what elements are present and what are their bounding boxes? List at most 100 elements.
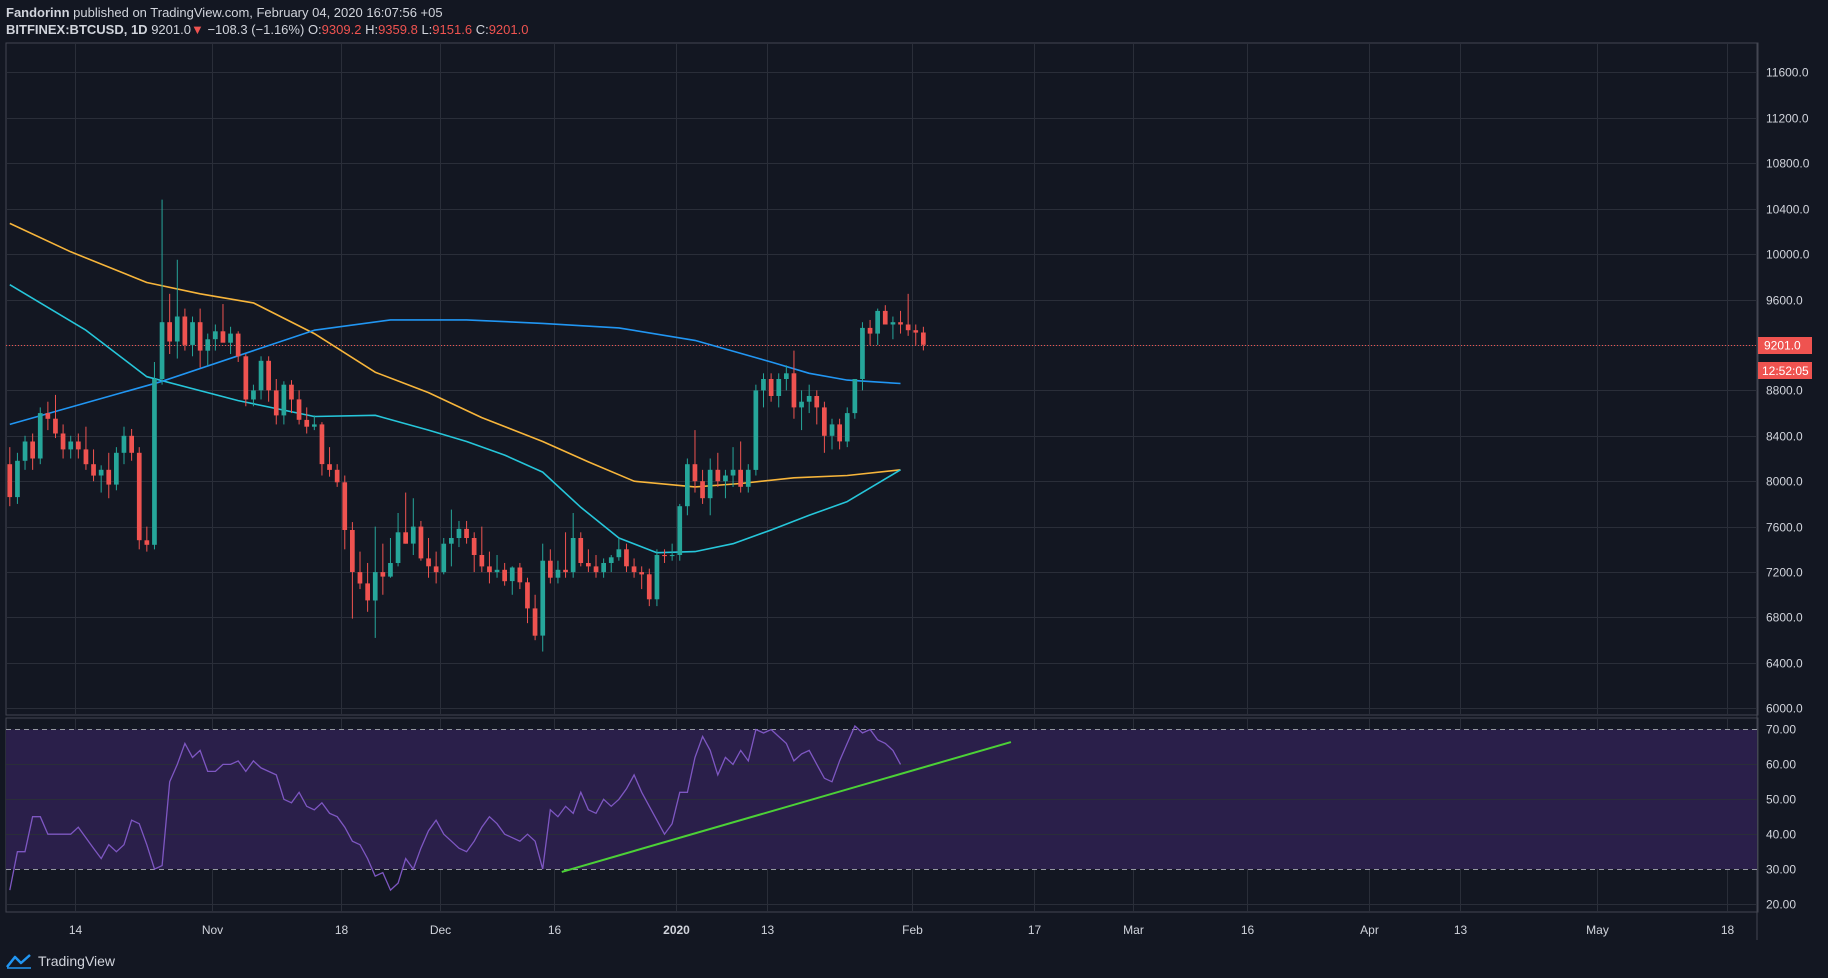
candle — [593, 555, 599, 578]
candle-body — [395, 532, 401, 563]
candle — [814, 390, 820, 425]
candle-body — [83, 449, 89, 465]
symbol-line: BITFINEX:BTCUSD, 1D 9201.0▼ −108.3 (−1.1… — [6, 21, 528, 38]
price-tick-label: 10800.0 — [1766, 157, 1810, 171]
candle-body — [707, 469, 713, 499]
candles[interactable] — [7, 199, 926, 652]
x-tick-label: 2020 — [663, 923, 690, 937]
candle-body — [487, 566, 492, 573]
price-tick-label: 7200.0 — [1766, 566, 1803, 580]
candle — [730, 447, 736, 487]
tradingview-brand[interactable]: TradingView — [6, 950, 115, 972]
candle — [548, 549, 553, 584]
candle — [433, 551, 439, 584]
publish-line: Fandorinn published on TradingView.com, … — [6, 4, 528, 21]
candle-body — [685, 464, 690, 507]
candle-body — [563, 569, 568, 573]
rsi-tick-label: 20.00 — [1766, 898, 1796, 912]
candle — [875, 308, 880, 345]
candle — [197, 308, 203, 368]
candle-body — [441, 543, 447, 573]
candle — [129, 428, 134, 461]
published-text: published on TradingView.com, February 0… — [73, 5, 443, 20]
ma-cyan-line — [9, 284, 901, 554]
candle-body — [692, 464, 698, 482]
candle — [53, 394, 58, 439]
price-tick-label: 6800.0 — [1766, 611, 1803, 625]
candle-body — [921, 332, 926, 345]
candle — [273, 379, 279, 425]
candle — [243, 354, 249, 407]
candle — [395, 513, 401, 567]
candle-body — [814, 396, 820, 408]
rsi-indicator — [9, 724, 1012, 892]
candle — [251, 384, 256, 407]
price-tick-label: 6400.0 — [1766, 657, 1803, 671]
candle — [228, 326, 233, 355]
candle-body — [555, 569, 561, 578]
candle-body — [791, 373, 797, 408]
candle-body — [251, 390, 256, 400]
change-down-icon: ▼ — [190, 22, 204, 37]
symbol-name[interactable]: BITFINEX:BTCUSD, 1D — [6, 22, 148, 37]
candle — [570, 513, 576, 578]
price-tick-label: 9600.0 — [1766, 294, 1803, 308]
last-price: 9201.0 — [151, 22, 191, 37]
candle — [715, 452, 721, 487]
candle-body — [837, 424, 842, 442]
chart-header: Fandorinn published on TradingView.com, … — [6, 4, 528, 38]
candle — [890, 316, 896, 340]
candle — [258, 356, 264, 400]
candle — [334, 464, 340, 487]
high-label: H: — [365, 22, 379, 37]
price-tick-label: 7600.0 — [1766, 521, 1803, 535]
candle-body — [616, 549, 622, 558]
candle-body — [844, 413, 850, 442]
author-name[interactable]: Fandorinn — [6, 5, 70, 20]
candle — [563, 532, 568, 578]
candle-body — [30, 441, 35, 459]
candle-body — [273, 390, 279, 416]
candle — [784, 365, 789, 391]
candle — [639, 566, 644, 590]
high-value: 9359.8 — [378, 22, 418, 37]
candle — [921, 326, 926, 351]
candle — [707, 458, 713, 516]
candle — [844, 407, 850, 448]
ma-orange-line — [9, 222, 901, 488]
candle-body — [449, 538, 454, 544]
candle — [281, 381, 287, 425]
candle — [98, 465, 104, 493]
candle-body — [860, 327, 865, 379]
candle — [646, 568, 652, 607]
candle-body — [365, 583, 370, 601]
candle — [60, 424, 66, 459]
candle-body — [608, 557, 614, 563]
x-tick-label: Nov — [202, 923, 223, 937]
x-tick-label: 16 — [1241, 923, 1255, 937]
candle-body — [7, 464, 13, 498]
rsi-line — [9, 724, 902, 892]
candle — [822, 401, 827, 453]
x-tick-label: 13 — [1454, 923, 1468, 937]
candle — [403, 492, 408, 544]
candle-body — [784, 373, 789, 379]
candle — [829, 418, 835, 450]
x-tick-label: 18 — [1721, 923, 1735, 937]
candle — [464, 520, 469, 544]
candle-body — [700, 481, 705, 499]
candle-body — [312, 424, 317, 427]
candle-body — [517, 567, 523, 583]
last-price-tag — [1758, 337, 1812, 354]
price-tick-label: 10400.0 — [1766, 203, 1810, 217]
candle-body — [357, 572, 363, 584]
candle — [685, 458, 690, 516]
candle-body — [905, 324, 911, 331]
candle-body — [654, 555, 660, 600]
candle — [913, 324, 919, 345]
candle-body — [152, 379, 157, 545]
candle — [136, 447, 142, 550]
candle-body — [22, 441, 28, 461]
candle-body — [502, 569, 507, 582]
